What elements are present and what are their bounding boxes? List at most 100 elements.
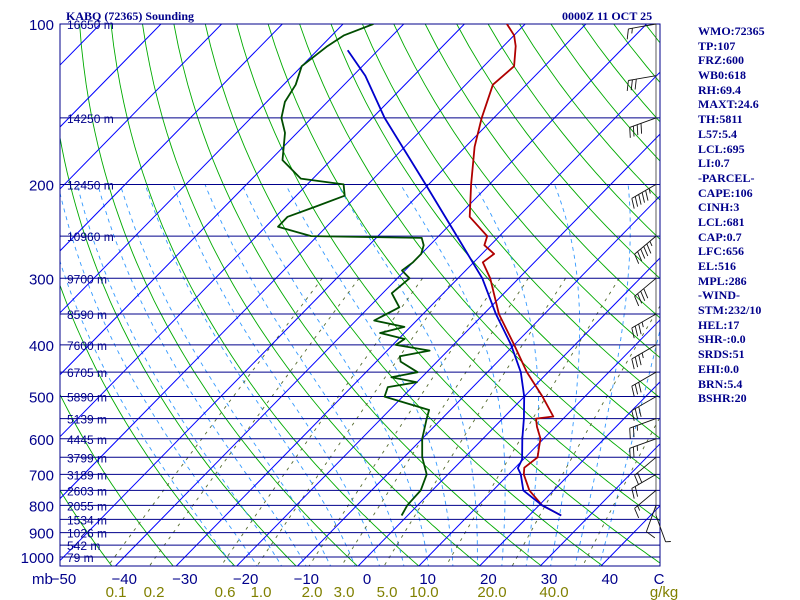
temperature-tick-label: 30 bbox=[541, 571, 558, 588]
height-label: 7600 m bbox=[67, 339, 107, 353]
isotherm-line bbox=[236, 133, 660, 566]
moist-adiabat-line bbox=[172, 184, 380, 566]
pressure-tick-label: 800 bbox=[29, 498, 54, 515]
plot-background bbox=[60, 24, 660, 566]
stat-item: MAXT:24.6 bbox=[698, 97, 759, 112]
pressure-tick-label: 100 bbox=[29, 17, 54, 34]
wind-barb bbox=[629, 418, 657, 439]
height-label: 5890 m bbox=[67, 391, 107, 405]
wind-barb bbox=[634, 490, 657, 519]
temperature-axis-unit: C bbox=[654, 571, 665, 588]
moist-adiabat-line bbox=[97, 184, 307, 566]
stat-item: BRN:5.4 bbox=[698, 376, 743, 391]
isotherm-line bbox=[60, 24, 405, 376]
mixing-ratio-tick-label: 5.0 bbox=[377, 584, 398, 600]
stat-item: FRZ:600 bbox=[698, 53, 744, 68]
dry-adiabat-line bbox=[60, 135, 297, 566]
dry-adiabat-line bbox=[60, 393, 174, 566]
moist-adiabat-line bbox=[550, 184, 581, 566]
stat-item: CINH:3 bbox=[698, 200, 740, 215]
moist-adiabat-line bbox=[574, 184, 631, 566]
stat-item: BSHR:20 bbox=[698, 391, 747, 406]
stat-item: -WIND- bbox=[698, 288, 740, 303]
height-label: 3189 m bbox=[67, 468, 107, 482]
temperature-tick-label: 0 bbox=[363, 571, 371, 588]
stat-item: CAP:0.7 bbox=[698, 229, 742, 244]
isotherm-line bbox=[478, 381, 660, 566]
temperature-tick-label: −20 bbox=[233, 571, 258, 588]
dry-adiabat-line bbox=[299, 24, 660, 480]
pressure-tick-label: 200 bbox=[29, 177, 54, 194]
moist-adiabat-line bbox=[400, 184, 506, 566]
dry-adiabats bbox=[60, 24, 660, 566]
wind-barbs bbox=[626, 23, 671, 543]
stat-item: EL:516 bbox=[698, 259, 737, 273]
isotherm-line bbox=[60, 24, 526, 500]
mixing-ratio-line bbox=[256, 278, 455, 566]
sounding-profiles bbox=[277, 24, 562, 517]
height-label: 16650 m bbox=[67, 18, 114, 32]
dry-adiabat-line bbox=[173, 24, 543, 566]
stat-item: L57:5.4 bbox=[698, 126, 737, 141]
dry-adiabat-line bbox=[60, 283, 236, 566]
mixing-ratio-line bbox=[107, 278, 323, 566]
moist-adiabat-line bbox=[474, 184, 540, 566]
pressure-axis-unit: mb bbox=[32, 571, 53, 588]
mixing-ratio-line bbox=[383, 278, 566, 566]
stat-item: LCL:695 bbox=[698, 141, 745, 156]
stat-item: TP:107 bbox=[698, 38, 736, 53]
stat-item: STM:232/10 bbox=[698, 303, 762, 318]
mixing-ratio-tick-label: 0.6 bbox=[215, 584, 236, 600]
plot-frame bbox=[59, 23, 661, 567]
stat-item: MPL:286 bbox=[698, 273, 747, 288]
isotherm-line bbox=[418, 319, 660, 566]
height-label: 2055 m bbox=[67, 499, 107, 513]
stat-item: LCL:681 bbox=[698, 214, 745, 229]
pressure-tick-label: 400 bbox=[29, 338, 54, 355]
stat-item: WB0:618 bbox=[698, 68, 746, 83]
temperature-tick-label: −50 bbox=[51, 571, 76, 588]
stat-item: SRDS:51 bbox=[698, 347, 745, 362]
mixing-ratio-tick-label: 0.1 bbox=[106, 584, 127, 600]
height-label: 9700 m bbox=[67, 272, 107, 286]
dry-adiabat-line bbox=[330, 24, 660, 439]
wind-barb bbox=[631, 474, 657, 499]
dry-adiabat-line bbox=[424, 24, 660, 319]
moist-adiabat-line bbox=[60, 260, 234, 566]
mixing-ratio-line bbox=[148, 278, 360, 566]
isotherm-line bbox=[60, 24, 465, 438]
wind-barb bbox=[655, 515, 671, 543]
wind-barb bbox=[626, 75, 657, 91]
isotherm-line bbox=[60, 24, 587, 562]
height-label: 14250 m bbox=[67, 112, 114, 126]
height-label: 6705 m bbox=[67, 366, 107, 380]
height-label: 8590 m bbox=[67, 308, 107, 322]
moist-adiabat-line bbox=[76, 184, 283, 566]
mixing-ratio-tick-label: 40.0 bbox=[539, 584, 568, 600]
height-label: 542 m bbox=[67, 539, 100, 553]
wind-barb bbox=[631, 396, 657, 421]
height-label: 79 m bbox=[67, 551, 94, 565]
height-label: 1534 m bbox=[67, 513, 107, 527]
wind-barb bbox=[631, 184, 657, 209]
height-label: 12450 m bbox=[67, 178, 114, 192]
stat-item: SHR-:0.0 bbox=[698, 332, 746, 347]
mixing-ratio-line bbox=[340, 278, 529, 566]
isotherm-line bbox=[60, 24, 162, 128]
parcel-path bbox=[346, 49, 562, 517]
stat-item: LFC:656 bbox=[698, 244, 744, 259]
height-label: 4445 m bbox=[67, 433, 107, 447]
pressure-tick-label: 700 bbox=[29, 467, 54, 484]
temperature-tick-label: −40 bbox=[111, 571, 136, 588]
sounding-indices-panel: WMO:72365 TP:107 FRZ:600 WB0:618 RH:69.4 MAXT… bbox=[698, 24, 765, 406]
isotherm-line bbox=[539, 443, 660, 566]
temperature-tick-label: 10 bbox=[419, 571, 436, 588]
pressure-tick-label: 600 bbox=[29, 432, 54, 449]
mixing-ratio-axis-unit: g/kg bbox=[650, 584, 678, 600]
isotherm-line bbox=[60, 24, 344, 314]
isotherm-line bbox=[114, 24, 647, 566]
mixing-ratio-tick-label: 0.2 bbox=[144, 584, 165, 600]
mixing-ratio-line bbox=[445, 278, 620, 566]
wind-barb bbox=[634, 456, 657, 486]
